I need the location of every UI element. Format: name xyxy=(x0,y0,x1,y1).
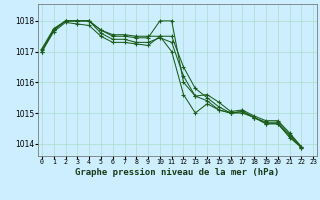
X-axis label: Graphe pression niveau de la mer (hPa): Graphe pression niveau de la mer (hPa) xyxy=(76,168,280,177)
